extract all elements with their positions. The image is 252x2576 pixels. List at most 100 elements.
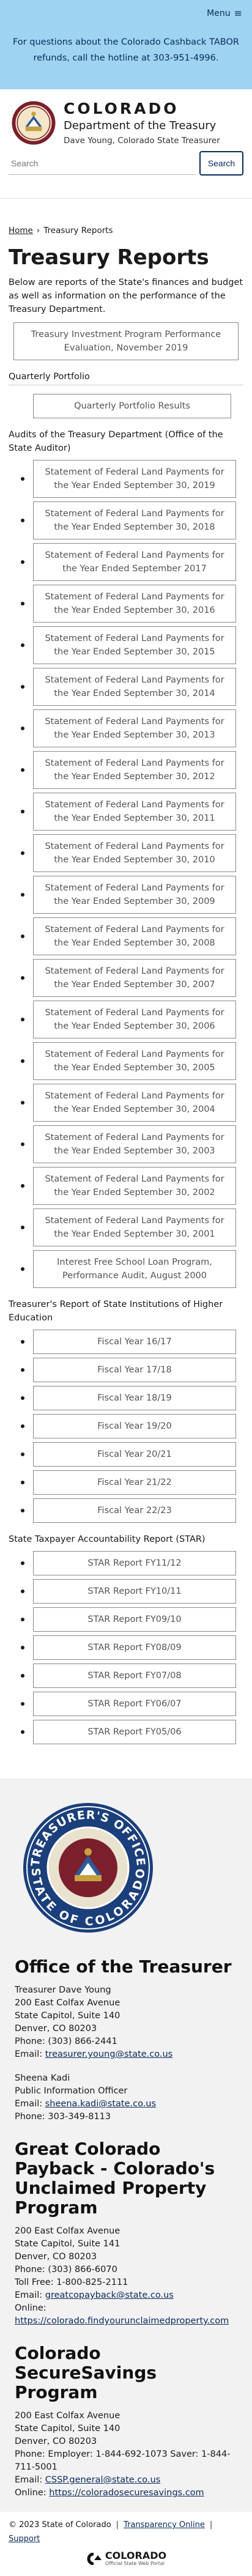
fiscal-year-report-button[interactable]: Fiscal Year 20/21 (33, 1442, 236, 1467)
fiscal-year-report-button[interactable]: Fiscal Year 16/17 (33, 1330, 236, 1354)
fiscal-year-report-button[interactable]: Fiscal Year 17/18 (33, 1358, 236, 1382)
star-report-button[interactable]: STAR Report FY05/06 (33, 1720, 236, 1744)
separator: | (209, 2520, 213, 2530)
office-line: 200 East Colfax Avenue (15, 1998, 120, 2008)
quarterly-portfolio-button[interactable]: Quarterly Portfolio Results (33, 394, 231, 418)
office-email-label: Email: (15, 2049, 45, 2059)
fiscal-year-report-button[interactable]: Fiscal Year 18/19 (33, 1386, 236, 1410)
transparency-online-link[interactable]: Transparency Online (124, 2520, 205, 2530)
list-item: STAR Report FY06/07 (9, 1692, 243, 1716)
star-report-button[interactable]: STAR Report FY11/12 (33, 1551, 236, 1575)
fiscal-year-report-button[interactable]: Fiscal Year 21/22 (33, 1470, 236, 1495)
audit-report-button[interactable]: Statement of Federal Land Payments for t… (33, 751, 236, 789)
list-item: Statement of Federal Land Payments for t… (9, 1001, 243, 1038)
fiscal-year-report-button[interactable]: Fiscal Year 22/23 (33, 1498, 236, 1523)
list-item: Statement of Federal Land Payments for t… (9, 1167, 243, 1205)
list-item: Fiscal Year 18/19 (9, 1386, 243, 1410)
payback-contact: 200 East Colfax Avenue State Capitol, Su… (15, 2225, 237, 2328)
securesavings-contact: 200 East Colfax Avenue State Capitol, Su… (15, 2410, 237, 2500)
savings-online-link[interactable]: https://coloradosecuresavings.com (49, 2488, 204, 2498)
audit-report-button[interactable]: Statement of Federal Land Payments for t… (33, 460, 236, 498)
audit-report-button[interactable]: Statement of Federal Land Payments for t… (33, 668, 236, 706)
pio-name: Sheena Kadi (15, 2073, 70, 2083)
star-report-button[interactable]: STAR Report FY08/09 (33, 1635, 236, 1660)
payback-email-link[interactable]: greatcopayback@state.co.us (45, 2290, 174, 2300)
list-item: Statement of Federal Land Payments for t… (9, 502, 243, 539)
audit-report-button[interactable]: Statement of Federal Land Payments for t… (33, 834, 236, 872)
breadcrumb: Home › Treasury Reports (9, 226, 243, 235)
audit-report-button[interactable]: Statement of Federal Land Payments for t… (33, 793, 236, 831)
audit-report-button[interactable]: Statement of Federal Land Payments for t… (33, 1167, 236, 1205)
audit-report-button[interactable]: Statement of Federal Land Payments for t… (33, 1084, 236, 1122)
office-email-row: Email: treasurer.young@state.co.us (15, 2048, 237, 2061)
list-item: Statement of Federal Land Payments for t… (9, 1084, 243, 1122)
portal-logo-text: COLORADO Official State Web Portal (105, 2551, 166, 2567)
alert-text: For questions about the Colorado Cashbac… (12, 37, 239, 63)
alert-banner: Menu ≡ For questions about the Colorado … (0, 0, 252, 89)
audit-report-button[interactable]: Statement of Federal Land Payments for t… (33, 959, 236, 997)
office-contact: Treasurer Dave Young 200 East Colfax Ave… (15, 1984, 237, 2061)
brand-treasurer: Dave Young, Colorado State Treasurer (64, 136, 220, 146)
savings-email-label: Email: (15, 2475, 45, 2485)
bottom-bar: © 2023 State of Colorado | Transparency … (0, 2512, 252, 2576)
colorado-portal-logo[interactable]: COLORADO Official State Web Portal (9, 2551, 243, 2566)
star-report-button[interactable]: STAR Report FY09/10 (33, 1607, 236, 1632)
audit-report-button[interactable]: Statement of Federal Land Payments for t… (33, 1125, 236, 1163)
payback-online-link[interactable]: https://colorado.findyourunclaimedproper… (15, 2316, 229, 2326)
list-item: Statement of Federal Land Payments for t… (9, 543, 243, 581)
star-report-button[interactable]: STAR Report FY06/07 (33, 1692, 236, 1716)
hamburger-icon: ≡ (234, 7, 242, 19)
savings-line: Denver, CO 80203 (15, 2437, 97, 2446)
audit-report-button[interactable]: Interest Free School Loan Program, Perfo… (33, 1250, 236, 1288)
audit-report-button[interactable]: Statement of Federal Land Payments for t… (33, 543, 236, 581)
audit-report-button[interactable]: Statement of Federal Land Payments for t… (33, 917, 236, 955)
audits-heading: Audits of the Treasury Department (Offic… (9, 430, 223, 453)
list-item: Statement of Federal Land Payments for t… (9, 876, 243, 914)
treasurers-office-seal-icon: TREASURER'S OFFICE STATE OF COLORADO (23, 1803, 153, 1933)
audit-report-button[interactable]: Statement of Federal Land Payments for t… (33, 709, 236, 747)
list-item: Statement of Federal Land Payments for t… (9, 834, 243, 872)
payback-line: State Capitol, Suite 141 (15, 2239, 120, 2249)
list-item: Statement of Federal Land Payments for t… (9, 959, 243, 997)
list-item: STAR Report FY08/09 (9, 1635, 243, 1660)
menu-button[interactable]: Menu ≡ (207, 7, 242, 19)
payback-online-label: Online: (15, 2303, 46, 2313)
office-line: Treasurer Dave Young (15, 1985, 111, 1995)
portal-logo-subtitle: Official State Web Portal (105, 2561, 165, 2566)
pio-email-label: Email: (15, 2099, 45, 2109)
list-item: Fiscal Year 20/21 (9, 1442, 243, 1467)
audit-report-button[interactable]: Statement of Federal Land Payments for t… (33, 502, 236, 539)
copyright: © 2023 State of Colorado (9, 2520, 111, 2530)
colorado-c-logo-icon (87, 2552, 102, 2565)
search-input[interactable] (9, 152, 196, 175)
investment-performance-report-button[interactable]: Treasury Investment Program Performance … (13, 322, 239, 360)
breadcrumb-home-link[interactable]: Home (9, 226, 33, 235)
colorado-treasury-seal-icon[interactable] (11, 100, 56, 146)
pio-contact: Sheena Kadi Public Information Officer E… (15, 2072, 237, 2123)
audit-report-button[interactable]: Statement of Federal Land Payments for t… (33, 876, 236, 914)
office-email-link[interactable]: treasurer.young@state.co.us (45, 2049, 173, 2059)
pio-email-link[interactable]: sheena.kadi@state.co.us (45, 2099, 157, 2109)
site-header: COLORADO Department of the Treasury Dave… (0, 89, 252, 150)
audit-report-button[interactable]: Statement of Federal Land Payments for t… (33, 1208, 236, 1246)
fiscal-year-report-button[interactable]: Fiscal Year 19/20 (33, 1414, 236, 1438)
audit-report-button[interactable]: Statement of Federal Land Payments for t… (33, 1042, 236, 1080)
audit-report-button[interactable]: Statement of Federal Land Payments for t… (33, 585, 236, 623)
search-button[interactable]: Search (199, 151, 243, 176)
star-report-button[interactable]: STAR Report FY07/08 (33, 1664, 236, 1688)
state-institutions-heading: Treasurer's Report of State Institutions… (9, 1300, 223, 1323)
list-item: Statement of Federal Land Payments for t… (9, 709, 243, 747)
search-bar: Search (0, 150, 252, 176)
list-item: Statement of Federal Land Payments for t… (9, 668, 243, 706)
payback-email-label: Email: (15, 2290, 45, 2300)
list-item: Statement of Federal Land Payments for t… (9, 626, 243, 664)
star-report-button[interactable]: STAR Report FY10/11 (33, 1579, 236, 1604)
intro-text: Below are reports of the State's finance… (9, 278, 243, 314)
support-link[interactable]: Support (9, 2534, 40, 2544)
audit-report-button[interactable]: Statement of Federal Land Payments for t… (33, 626, 236, 664)
savings-line: State Capitol, Suite 140 (15, 2424, 120, 2434)
star-report-list: STAR Report FY11/12 STAR Report FY10/11 ST… (9, 1551, 243, 1744)
audit-report-button[interactable]: Statement of Federal Land Payments for t… (33, 1001, 236, 1038)
payback-online-row: Online: https://colorado.findyourunclaim… (15, 2302, 237, 2328)
savings-email-link[interactable]: CSSP.general@state.co.us (45, 2475, 161, 2485)
